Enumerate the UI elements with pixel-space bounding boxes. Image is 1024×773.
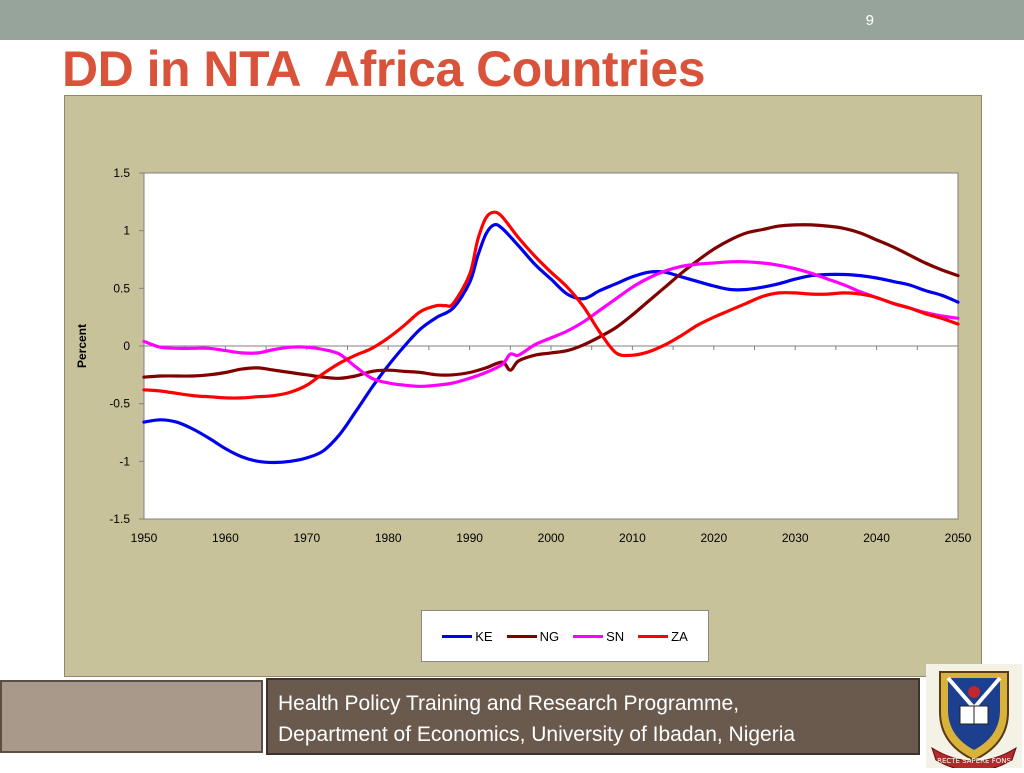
chart-panel: 1950 1960 1970 1980 1990 2000 2010 2020 2030 2040… [64,95,982,677]
legend-label: ZA [671,628,688,644]
legend-item-ng: NG [506,628,560,644]
legend-swatch [573,634,604,638]
x-tick-label: 2000 [538,531,565,545]
top-bar: 9 [0,0,1024,40]
x-tick-label: 2010 [619,531,646,545]
footer-credit: Health Policy Training and Research Prog… [266,678,920,755]
x-tick-label: 1990 [456,531,483,545]
footer-left-panel [0,680,263,753]
series-line-sn [142,260,960,388]
footer-line-1: Health Policy Training and Research Prog… [278,692,740,715]
y-tick-label: 1 [123,224,130,238]
y-tick-label: -0.5 [109,397,130,411]
x-tick-label: 2030 [782,531,809,545]
x-tick-label: 2050 [945,531,972,545]
y-tick-label: 0 [123,339,130,353]
legend-item-za: ZA [638,629,688,644]
legend-swatch [638,634,669,638]
y-tick-label: -1 [119,454,130,468]
y-axis-label: Percent [75,324,89,368]
y-tick-label: 0.5 [113,281,130,295]
line-chart: 1950 1960 1970 1980 1990 2000 2010 2020 2030 2040… [75,166,972,545]
legend-label: SN [606,628,625,644]
legend-item-ke: KE [442,628,493,644]
footer-line-2: Department of Economics, University of I… [278,723,796,746]
x-tick-label: 1970 [293,531,320,545]
series-line-ng [142,223,960,380]
legend-label: KE [475,628,493,644]
slide-number: 9 [865,12,874,29]
legend-swatch [506,634,537,638]
x-tick-label: 1950 [131,531,158,545]
chart-legend: KE NG SN ZA [421,610,709,662]
x-tick-label: 1960 [212,531,239,545]
legend-label: NG [539,628,560,644]
y-tick-label: -1.5 [109,512,130,526]
university-crest-icon: RECTE SAPERE FONS [926,664,1022,772]
legend-swatch [442,634,473,638]
x-tick-label: 2020 [700,531,727,545]
series-line-za [142,210,960,400]
y-tick-label: 1.5 [113,166,130,180]
x-tick-label: 2040 [863,531,890,545]
slide-title: DD in NTA Africa Countries [62,41,706,97]
x-tick-label: 1980 [375,531,402,545]
legend-item-sn: SN [573,629,624,644]
crest-motto: RECTE SAPERE FONS [937,757,1011,765]
